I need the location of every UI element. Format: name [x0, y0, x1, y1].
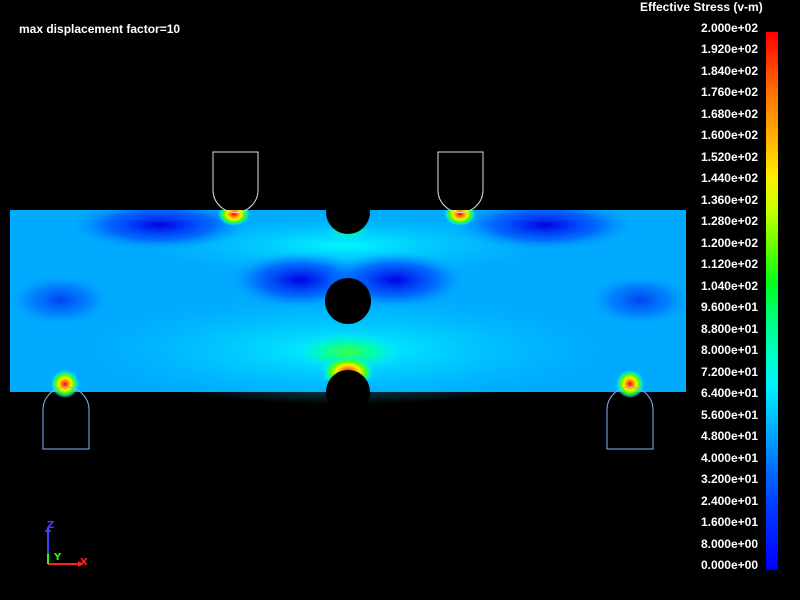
legend-tick-label: 1.600e+01: [700, 515, 758, 530]
legend-tick-label: 7.200e+01: [700, 364, 758, 379]
axis-triad: Z Y X: [38, 520, 90, 572]
legend-tick-label: 1.440e+02: [700, 171, 758, 186]
legend-colorbar: [766, 32, 778, 570]
legend-tick-label: 1.680e+02: [700, 106, 758, 121]
top-load-pin-right: [437, 151, 484, 213]
legend-tick-label: 2.000e+02: [700, 21, 758, 35]
bottom-support-pin-left: [42, 386, 90, 450]
z-axis-label: Z: [47, 520, 55, 531]
x-axis-label: X: [80, 557, 88, 568]
legend-tick-label: 1.200e+02: [700, 235, 758, 250]
legend-tick-label: 8.000e+00: [700, 536, 758, 551]
legend-tick-label: 9.600e+01: [700, 300, 758, 315]
legend-tick-label: 1.840e+02: [700, 63, 758, 78]
bottom-support-pin-right: [606, 386, 654, 450]
legend-tick-label: 1.760e+02: [700, 85, 758, 100]
legend-tick-label: 5.600e+01: [700, 407, 758, 422]
legend-tick-label: 8.000e+01: [700, 343, 758, 358]
legend-tick-label: 1.040e+02: [700, 278, 758, 293]
legend-tick-label: 8.800e+01: [700, 321, 758, 336]
legend-tick-label: 1.600e+02: [700, 128, 758, 143]
legend-tick-label: 4.000e+01: [700, 450, 758, 465]
legend-tick-label: 1.920e+02: [700, 42, 758, 57]
y-axis-label: Y: [54, 552, 62, 563]
legend-tick-label: 3.200e+01: [700, 472, 758, 487]
legend-tick-label: 0.000e+00: [700, 558, 758, 572]
legend-tick-label: 4.800e+01: [700, 429, 758, 444]
legend-tick-label: 1.120e+02: [700, 257, 758, 272]
legend-tick-label: 1.520e+02: [700, 149, 758, 164]
legend-tick-label: 1.360e+02: [700, 192, 758, 207]
legend-tick-label: 6.400e+01: [700, 386, 758, 401]
legend-tick-label: 2.400e+01: [700, 493, 758, 508]
displacement-factor-label: max displacement factor=10: [19, 22, 181, 36]
legend-tick-label: 1.280e+02: [700, 214, 758, 229]
legend-title: Effective Stress (v-m): [640, 0, 763, 14]
specimen-beam: [0, 188, 800, 414]
top-load-pin-left: [212, 151, 259, 213]
